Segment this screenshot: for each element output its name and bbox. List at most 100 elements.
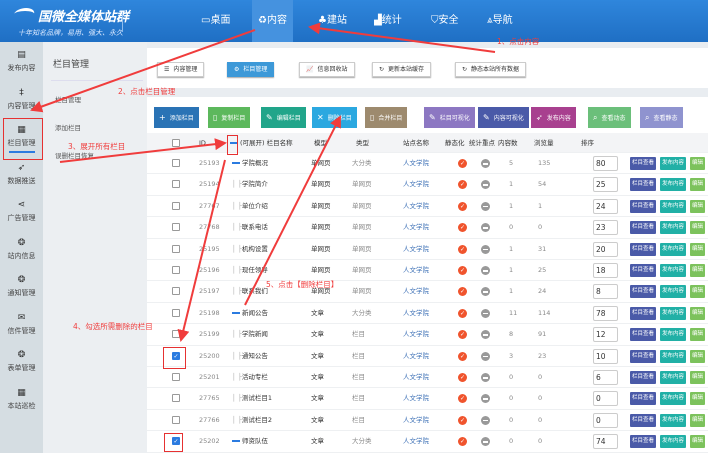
row-button-0[interactable]: 栏目查看 (630, 306, 657, 320)
stat-minus-icon[interactable] (481, 437, 490, 447)
row-site[interactable]: 人文学院 (403, 330, 429, 339)
row-name[interactable]: 学院概况 (232, 153, 268, 174)
toolbar-button-3[interactable]: ↻ 更新本站缓存 (372, 62, 432, 77)
row-button-0[interactable]: 栏目查看 (630, 392, 657, 406)
order-input[interactable]: 10 (593, 348, 618, 364)
static-check-icon[interactable]: ✓ (458, 415, 467, 425)
submenu-item-restore-column[interactable]: 误删栏目恢复 (55, 152, 94, 160)
order-input[interactable]: 20 (593, 241, 618, 257)
static-check-icon[interactable]: ✓ (458, 308, 467, 318)
row-button-0[interactable]: 栏目查看 (630, 371, 657, 384)
submenu-item-column-manage[interactable]: 栏目管理 (55, 96, 81, 104)
header-expand[interactable]: (可展开) 栏目名称 (230, 133, 293, 153)
row-checkbox[interactable] (172, 180, 180, 189)
row-button-2[interactable]: 编辑 (690, 199, 706, 213)
row-button-2[interactable]: 编辑 (690, 221, 706, 235)
sidebar-item-0[interactable]: ▤ 发布内容 (0, 50, 43, 73)
row-site[interactable]: 人文学院 (403, 308, 429, 317)
row-button-0[interactable]: 栏目查看 (630, 328, 657, 342)
row-button-0[interactable]: 栏目查看 (630, 349, 657, 363)
nav-4[interactable]: ⛉安全 (425, 0, 465, 42)
row-name[interactable]: │ ├联系电话 (232, 217, 268, 238)
row-button-2[interactable]: 编辑 (690, 371, 706, 384)
row-checkbox[interactable]: ✓ (172, 351, 180, 360)
row-button-1[interactable]: 发布内容 (660, 242, 687, 256)
stat-minus-icon[interactable] (481, 159, 490, 168)
toolbar-button-2[interactable]: 📈 信息回收站 (299, 62, 355, 77)
row-name[interactable]: │ ├现任领导 (232, 260, 268, 281)
row-checkbox[interactable] (172, 223, 180, 232)
row-button-1[interactable]: 发布内容 (660, 285, 687, 299)
row-button-2[interactable]: 编辑 (690, 435, 706, 449)
row-site[interactable]: 人文学院 (403, 180, 429, 189)
row-button-0[interactable]: 栏目查看 (630, 199, 657, 213)
stat-minus-icon[interactable] (481, 415, 490, 425)
row-name[interactable]: │ ├学院简介 (232, 174, 268, 195)
order-input[interactable]: 8 (593, 284, 618, 300)
row-button-1[interactable]: 发布内容 (660, 349, 687, 363)
order-input[interactable]: 6 (593, 370, 618, 385)
sidebar-item-1[interactable]: ‡ 内容管理 (0, 88, 43, 111)
order-input[interactable]: 23 (593, 220, 618, 236)
row-name[interactable]: │ ├测试栏目1 (232, 388, 272, 409)
row-site[interactable]: 人文学院 (403, 223, 429, 232)
stat-minus-icon[interactable] (481, 180, 490, 190)
row-checkbox[interactable] (172, 373, 180, 381)
row-site[interactable]: 人文学院 (403, 415, 429, 424)
static-check-icon[interactable]: ✓ (458, 330, 467, 340)
row-site[interactable]: 人文学院 (403, 394, 429, 403)
static-check-icon[interactable]: ✓ (458, 223, 467, 233)
row-button-2[interactable]: 编辑 (690, 413, 706, 427)
sidebar-item-9[interactable]: ▦ 本站巡检 (0, 388, 43, 411)
sidebar-item-2[interactable]: ▦ 栏目管理 (0, 125, 43, 153)
row-name[interactable]: │ ├单位介绍 (232, 196, 268, 217)
toolbar-button-4[interactable]: ↻ 静态本站所有数据 (455, 62, 527, 77)
nav-3[interactable]: ▟统计 (368, 0, 408, 42)
static-check-icon[interactable]: ✓ (458, 244, 467, 254)
static-check-icon[interactable]: ✓ (458, 201, 467, 211)
action-button-6[interactable]: ✎ 内容可视化 (478, 107, 529, 128)
expand-all-icon[interactable] (230, 142, 238, 144)
row-button-1[interactable]: 发布内容 (660, 435, 687, 449)
static-check-icon[interactable]: ✓ (458, 266, 467, 275)
order-input[interactable]: 0 (593, 391, 618, 407)
row-button-1[interactable]: 发布内容 (660, 264, 687, 277)
nav-2[interactable]: ♣建站 (312, 0, 353, 42)
sidebar-item-5[interactable]: ❂ 站内信息 (0, 238, 43, 261)
stat-minus-icon[interactable] (481, 244, 490, 254)
row-button-1[interactable]: 发布内容 (660, 221, 687, 235)
row-name[interactable]: │ ├机构设置 (232, 239, 268, 260)
collapse-icon[interactable] (232, 162, 240, 164)
row-button-0[interactable]: 栏目查看 (630, 221, 657, 235)
row-button-0[interactable]: 栏目查看 (630, 178, 657, 192)
row-name[interactable]: │ ├联系我们 (232, 281, 268, 302)
static-check-icon[interactable]: ✓ (458, 351, 467, 361)
row-button-1[interactable]: 发布内容 (660, 178, 687, 192)
sidebar-item-7[interactable]: ✉ 信件管理 (0, 313, 43, 336)
row-button-2[interactable]: 编辑 (690, 328, 706, 342)
row-checkbox[interactable]: ✓ (172, 437, 180, 446)
row-checkbox[interactable] (172, 308, 180, 317)
row-site[interactable]: 人文学院 (403, 201, 429, 210)
order-input[interactable]: 78 (593, 305, 618, 321)
stat-minus-icon[interactable] (481, 223, 490, 233)
row-site[interactable]: 人文学院 (403, 437, 429, 446)
action-button-4[interactable]: ▯ 合并栏目 (365, 107, 408, 128)
action-button-9[interactable]: ⌕ 查看静态 (640, 107, 683, 128)
row-site[interactable]: 人文学院 (403, 373, 429, 381)
select-all-checkbox[interactable] (172, 139, 180, 147)
order-input[interactable]: 80 (593, 156, 618, 171)
row-button-0[interactable]: 栏目查看 (630, 157, 657, 170)
action-button-7[interactable]: ➶ 发布内容 (531, 107, 576, 128)
row-button-1[interactable]: 发布内容 (660, 328, 687, 342)
sidebar-item-4[interactable]: ⋖ 广告管理 (0, 200, 43, 223)
stat-minus-icon[interactable] (481, 394, 490, 404)
row-button-2[interactable]: 编辑 (690, 392, 706, 406)
static-check-icon[interactable]: ✓ (458, 180, 467, 190)
order-input[interactable]: 12 (593, 327, 618, 343)
row-button-2[interactable]: 编辑 (690, 264, 706, 277)
row-checkbox[interactable] (172, 287, 180, 296)
row-button-1[interactable]: 发布内容 (660, 306, 687, 320)
action-button-8[interactable]: ⌕ 查看动态 (588, 107, 631, 128)
row-name[interactable]: 新闻公告 (232, 303, 268, 324)
